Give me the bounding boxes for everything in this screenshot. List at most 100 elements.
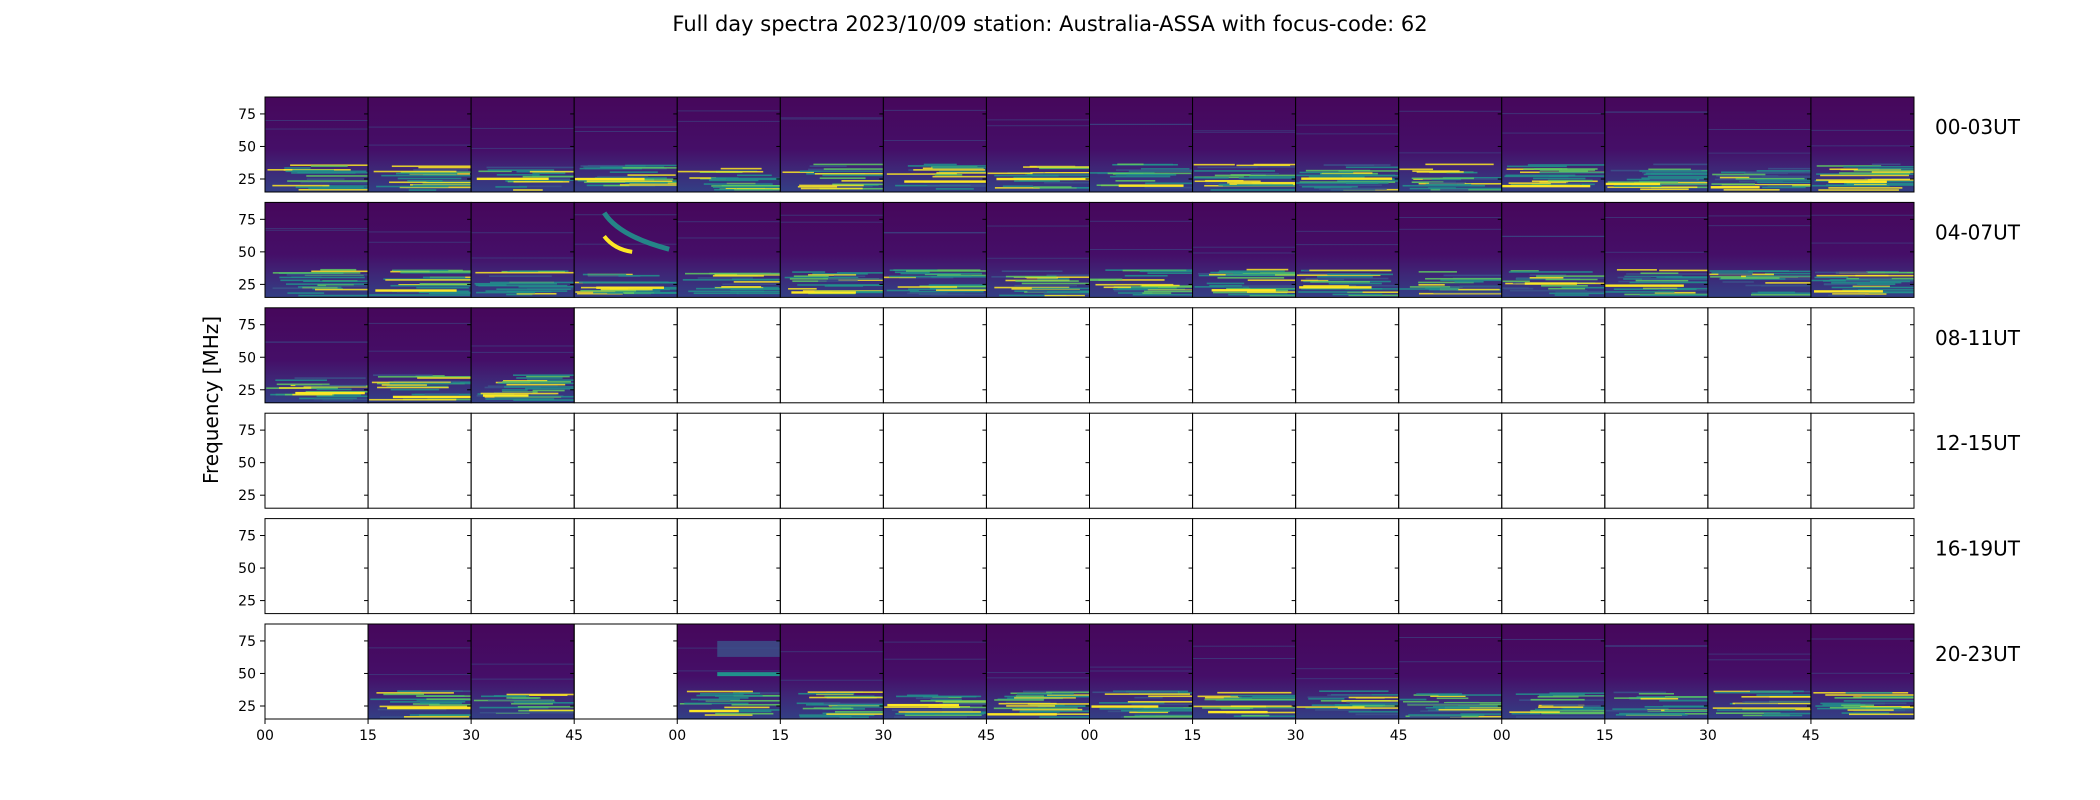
x-tick-label: 15 <box>359 728 377 744</box>
interference-line <box>709 179 759 182</box>
interference-line <box>1194 170 1276 172</box>
interference-line <box>1817 707 1914 710</box>
spectrum-panel <box>1604 518 1709 615</box>
interference-line <box>1629 281 1708 284</box>
interference-line <box>1764 272 1811 275</box>
interference-line <box>300 181 369 184</box>
interference-line <box>506 697 541 699</box>
carrier-line <box>368 350 472 352</box>
carrier-line <box>1398 228 1502 230</box>
spectrum-panel <box>1089 307 1194 404</box>
interference-line <box>1303 285 1357 287</box>
interference-line <box>1341 174 1399 177</box>
interference-line <box>1812 184 1890 187</box>
interference-line <box>1127 701 1193 703</box>
interference-line <box>1412 170 1460 172</box>
interference-line <box>1756 694 1811 696</box>
interference-line <box>1139 270 1193 273</box>
interference-line <box>1095 283 1174 286</box>
panel-frame <box>1501 307 1606 404</box>
spectrum-panel <box>1810 623 1915 720</box>
interference-line <box>826 713 884 715</box>
interference-line <box>736 188 781 190</box>
interference-line <box>1847 709 1894 711</box>
interference-line <box>377 386 449 389</box>
interference-line <box>506 383 566 386</box>
carrier-line <box>1810 672 1914 674</box>
interference-line <box>1613 185 1662 187</box>
interference-line <box>1823 283 1896 286</box>
interference-line <box>1407 703 1480 705</box>
interference-line <box>1001 270 1063 273</box>
carrier-line <box>265 120 369 122</box>
interference-line <box>1438 694 1502 696</box>
x-tick-label: 45 <box>565 728 583 744</box>
interference-line <box>1246 268 1289 271</box>
spectrum-panel <box>676 412 781 509</box>
panel-frame <box>264 412 369 509</box>
interference-line <box>1659 699 1708 702</box>
interference-line <box>1022 690 1090 693</box>
interference-line <box>1006 705 1056 707</box>
interference-line <box>1768 167 1811 170</box>
y-tick-label: 25 <box>238 699 256 715</box>
carrier-line <box>883 232 987 234</box>
interference-line <box>1327 273 1394 276</box>
interference-line <box>1092 691 1178 694</box>
interference-line <box>720 167 762 170</box>
interference-line <box>792 280 827 282</box>
interference-line <box>1763 712 1811 715</box>
interference-line <box>1299 184 1382 186</box>
y-tick-label: 50 <box>238 245 256 261</box>
interference-line <box>1197 695 1238 698</box>
interference-line <box>513 399 575 401</box>
spectrum-panel <box>1192 518 1297 615</box>
interference-line <box>634 292 678 294</box>
interference-line <box>400 271 472 273</box>
interference-line <box>1834 697 1914 699</box>
spectrum-panel <box>1089 96 1194 193</box>
interference-line <box>1209 284 1242 287</box>
spectrum-panel <box>470 307 575 404</box>
interference-line <box>709 272 781 275</box>
interference-line <box>1529 276 1564 279</box>
interference-line <box>1148 695 1193 698</box>
interference-line <box>1346 701 1399 704</box>
interference-line <box>736 174 772 177</box>
interference-line <box>934 173 963 176</box>
interference-line <box>1508 271 1593 273</box>
interference-line <box>1502 287 1529 289</box>
interference-line <box>736 292 781 295</box>
radio-burst <box>602 211 670 252</box>
carrier-line <box>1192 131 1296 133</box>
carrier-line <box>1295 133 1399 135</box>
interference-line <box>731 703 781 706</box>
interference-line <box>932 175 987 178</box>
panel-frame <box>779 518 884 615</box>
interference-line <box>1723 189 1780 191</box>
row-00-03UT: 25 50 75 00-03UT <box>238 96 2021 193</box>
interference-line <box>1751 292 1811 295</box>
interference-line <box>308 187 369 190</box>
interference-line <box>1538 706 1584 709</box>
interference-line <box>784 276 859 279</box>
interference-line <box>1867 179 1914 181</box>
panel-frame <box>779 307 884 404</box>
row-12-15UT: 25 50 75 12-15UT <box>238 412 2021 509</box>
interference-line <box>900 272 983 275</box>
interference-line <box>993 707 1078 710</box>
interference-line <box>677 170 738 173</box>
interference-line <box>501 389 528 391</box>
narrow-band <box>717 672 783 677</box>
interference-line <box>932 285 986 288</box>
interference-line <box>1867 271 1914 274</box>
interference-line <box>1113 288 1185 291</box>
interference-line <box>928 284 987 286</box>
interference-line <box>1296 274 1381 277</box>
interference-line <box>376 185 449 188</box>
interference-line <box>310 165 348 167</box>
interference-line <box>517 706 575 708</box>
interference-line <box>1144 186 1193 189</box>
interference-line <box>935 289 987 291</box>
